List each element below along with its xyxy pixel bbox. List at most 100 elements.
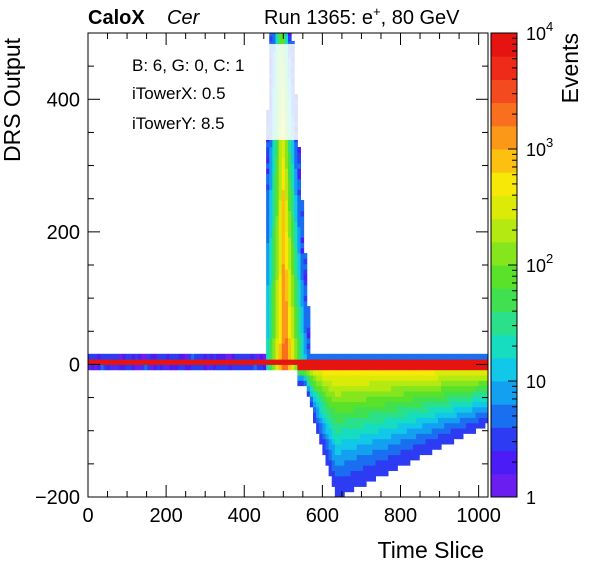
heatmap-cell: [459, 385, 464, 392]
heatmap-cell: [322, 438, 326, 445]
color-scale-swatch: [491, 404, 517, 428]
heatmap-cell: [406, 428, 411, 434]
heatmap-cell: [338, 481, 342, 487]
heatmap-cell: [297, 327, 301, 334]
heatmap-cell: [316, 401, 320, 408]
heatmap-cell: [341, 417, 345, 424]
heatmap-cell: [272, 258, 276, 265]
heatmap-cell: [281, 263, 286, 270]
heatmap-cell: [231, 359, 236, 365]
heatmap-cell: [328, 390, 333, 397]
color-scale-swatch: [491, 473, 517, 498]
heatmap-cell: [375, 359, 380, 365]
heatmap-cell: [297, 210, 301, 217]
heatmap-cell: [288, 231, 292, 238]
heatmap-cell: [422, 438, 426, 445]
heatmap-cell: [291, 194, 295, 201]
heatmap-cell: [288, 178, 292, 185]
heatmap-cell: [291, 327, 295, 334]
heatmap-cell: [356, 438, 361, 445]
heatmap-cell: [341, 385, 345, 392]
heatmap-cell: [309, 401, 314, 408]
heatmap-cell: [309, 369, 314, 376]
heatmap-cell: [384, 459, 389, 466]
heatmap-cell: [391, 417, 395, 424]
heatmap-cell: [366, 465, 370, 471]
heatmap-cell: [359, 396, 364, 403]
heatmap-cell: [416, 380, 420, 387]
heatmap-cell: [372, 375, 376, 381]
heatmap-cell: [403, 438, 408, 445]
heatmap-cell: [328, 380, 333, 387]
heatmap-cell: [303, 343, 308, 350]
heatmap-cell: [378, 412, 383, 418]
heatmap-cell: [294, 141, 298, 148]
heatmap-cell: [284, 184, 289, 190]
heatmap-cell: [438, 359, 442, 365]
heatmap-cell: [294, 152, 298, 159]
heatmap-cell: [372, 465, 376, 471]
heatmap-cell: [194, 364, 198, 371]
heatmap-cell: [244, 364, 248, 371]
heatmap-cell: [234, 359, 239, 365]
heatmap-cell: [297, 348, 301, 355]
heatmap-cell: [372, 390, 376, 397]
heatmap-cell: [294, 274, 298, 281]
heatmap-cell: [300, 284, 305, 291]
heatmap-cell: [366, 375, 370, 381]
heatmap-cell: [406, 417, 411, 424]
heatmap-cell: [419, 375, 423, 381]
heatmap-cell: [325, 406, 330, 413]
heatmap-cell: [322, 359, 326, 365]
heatmap-cell: [297, 200, 301, 206]
heatmap-cell: [344, 390, 348, 397]
heatmap-cell: [297, 168, 301, 175]
heatmap-cell: [441, 375, 445, 381]
heatmap-cell: [344, 475, 348, 482]
heatmap-cell: [453, 396, 458, 403]
heatmap-cell: [406, 433, 411, 440]
heatmap-cell: [378, 449, 383, 456]
heatmap-cell: [444, 417, 448, 424]
heatmap-cell: [344, 353, 348, 360]
heatmap-cell: [266, 348, 270, 355]
heatmap-cell: [300, 253, 305, 259]
heatmap-cell: [263, 359, 267, 365]
heatmap-cell: [288, 162, 292, 169]
heatmap-cell: [106, 364, 111, 371]
heatmap-cell: [319, 380, 323, 387]
heatmap-cell: [191, 364, 195, 371]
heatmap-cell: [197, 359, 201, 365]
heatmap-cell: [181, 364, 186, 371]
heatmap-cell: [278, 364, 283, 371]
heatmap-cell: [291, 247, 295, 254]
heatmap-cell: [297, 157, 301, 164]
heatmap-cell: [275, 253, 280, 259]
heatmap-cell: [347, 459, 351, 466]
heatmap-cell: [175, 359, 180, 365]
heatmap-cell: [356, 385, 361, 392]
heatmap-cell: [184, 364, 189, 371]
heatmap-cell: [394, 433, 398, 440]
heatmap-cell: [391, 364, 395, 371]
heatmap-cell: [275, 295, 280, 302]
heatmap-cell: [272, 290, 276, 296]
heatmap-cell: [344, 359, 348, 365]
heatmap-cell: [338, 396, 342, 403]
heatmap-cell: [313, 417, 317, 424]
heatmap-cell: [472, 380, 476, 387]
heatmap-cell: [350, 433, 355, 440]
heatmap-cell: [316, 380, 320, 387]
heatmap-cell: [478, 375, 483, 381]
heatmap-cell: [350, 443, 355, 450]
heatmap-cell: [428, 385, 433, 392]
heatmap-cell: [291, 215, 295, 222]
heatmap-cell: [469, 417, 473, 424]
heatmap-cell: [459, 433, 464, 440]
heatmap-cell: [469, 401, 473, 408]
heatmap-cell: [313, 385, 317, 392]
heatmap-cell: [391, 369, 395, 376]
heatmap-cell: [459, 353, 464, 360]
heatmap-cell: [394, 443, 398, 450]
heatmap-cell: [188, 364, 192, 371]
